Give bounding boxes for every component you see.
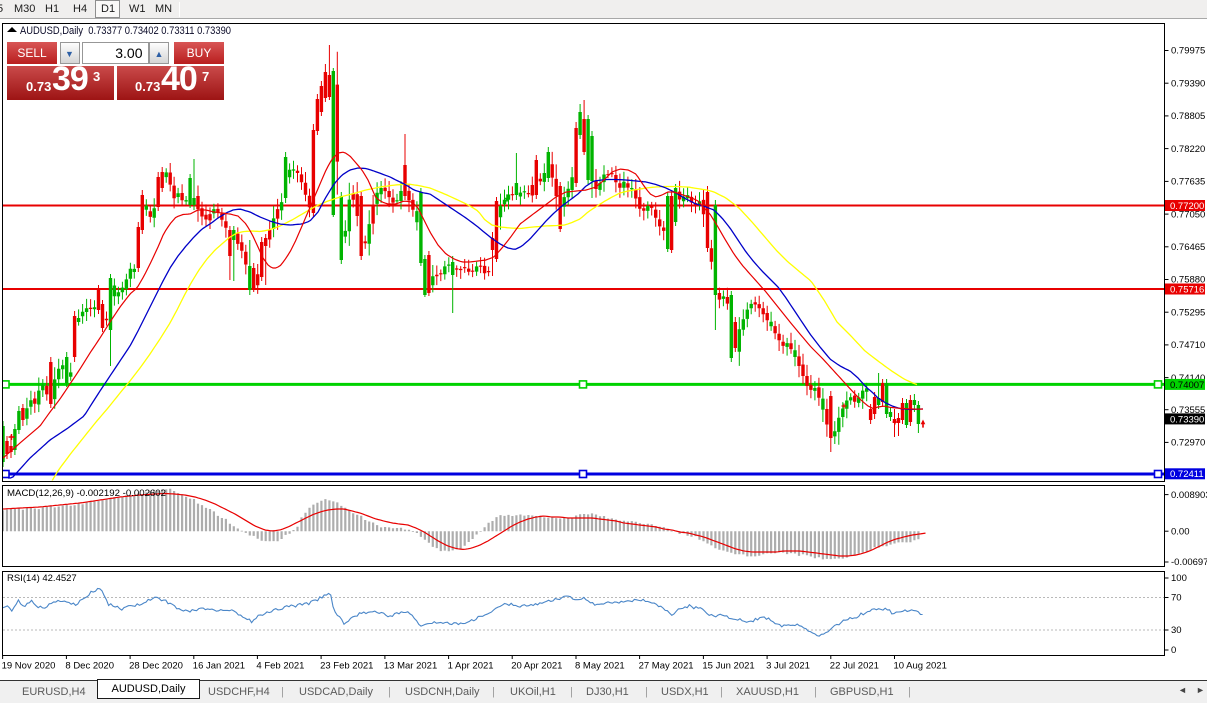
svg-text:0.79975: 0.79975 bbox=[1171, 46, 1205, 57]
svg-text:0.74710: 0.74710 bbox=[1171, 340, 1205, 351]
svg-text:3 Jul 2021: 3 Jul 2021 bbox=[766, 661, 810, 672]
svg-text:AUDUSD,Daily 0.73377 0.73402: AUDUSD,Daily 0.73377 0.73402 0.73311 0.7… bbox=[20, 25, 231, 37]
svg-text:0.77050: 0.77050 bbox=[1171, 209, 1205, 220]
svg-text:0.75716: 0.75716 bbox=[1170, 284, 1204, 295]
svg-text:22 Jul 2021: 22 Jul 2021 bbox=[830, 661, 879, 672]
svg-text:0: 0 bbox=[1171, 645, 1176, 656]
svg-text:27 May 2021: 27 May 2021 bbox=[639, 661, 694, 672]
svg-text:0.75880: 0.75880 bbox=[1171, 275, 1205, 286]
svg-text:4 Feb 2021: 4 Feb 2021 bbox=[256, 661, 304, 672]
svg-text:MACD(12,26,9) -0.002192 -0.002: MACD(12,26,9) -0.002192 -0.002602 bbox=[7, 488, 166, 499]
svg-text:1 Apr 2021: 1 Apr 2021 bbox=[448, 661, 494, 672]
svg-text:70: 70 bbox=[1171, 593, 1182, 604]
svg-text:10 Aug 2021: 10 Aug 2021 bbox=[894, 661, 947, 672]
svg-text:0.75295: 0.75295 bbox=[1171, 307, 1205, 318]
svg-text:0.72411: 0.72411 bbox=[1170, 469, 1204, 480]
svg-text:19 Nov 2020: 19 Nov 2020 bbox=[2, 661, 56, 672]
svg-text:0.77635: 0.77635 bbox=[1171, 177, 1205, 188]
svg-text:8 Dec 2020: 8 Dec 2020 bbox=[65, 661, 114, 672]
svg-text:0.78220: 0.78220 bbox=[1171, 144, 1205, 155]
svg-text:30: 30 bbox=[1171, 625, 1182, 636]
svg-text:0.73390: 0.73390 bbox=[1170, 414, 1204, 425]
svg-text:16 Jan 2021: 16 Jan 2021 bbox=[193, 661, 245, 672]
svg-text:RSI(14) 42.4527: RSI(14) 42.4527 bbox=[7, 573, 77, 584]
svg-text:0.77200: 0.77200 bbox=[1170, 201, 1204, 212]
svg-text:0.72970: 0.72970 bbox=[1171, 438, 1205, 449]
svg-text:0.74007: 0.74007 bbox=[1170, 380, 1204, 391]
svg-text:0.73555: 0.73555 bbox=[1171, 405, 1205, 416]
svg-text:15 Jun 2021: 15 Jun 2021 bbox=[702, 661, 754, 672]
svg-text:0.78805: 0.78805 bbox=[1171, 111, 1205, 122]
svg-text:28 Dec 2020: 28 Dec 2020 bbox=[129, 661, 183, 672]
svg-text:-0.006977: -0.006977 bbox=[1171, 557, 1207, 568]
svg-text:0.76465: 0.76465 bbox=[1171, 242, 1205, 253]
svg-text:20 Apr 2021: 20 Apr 2021 bbox=[511, 661, 562, 672]
svg-text:8 May 2021: 8 May 2021 bbox=[575, 661, 625, 672]
svg-text:0.79390: 0.79390 bbox=[1171, 78, 1205, 89]
svg-text:0.008903: 0.008903 bbox=[1171, 490, 1207, 501]
svg-text:13 Mar 2021: 13 Mar 2021 bbox=[384, 661, 437, 672]
svg-text:0.74140: 0.74140 bbox=[1171, 373, 1205, 384]
svg-text:23 Feb 2021: 23 Feb 2021 bbox=[320, 661, 373, 672]
svg-text:0.00: 0.00 bbox=[1171, 526, 1190, 537]
svg-text:100: 100 bbox=[1171, 573, 1187, 584]
